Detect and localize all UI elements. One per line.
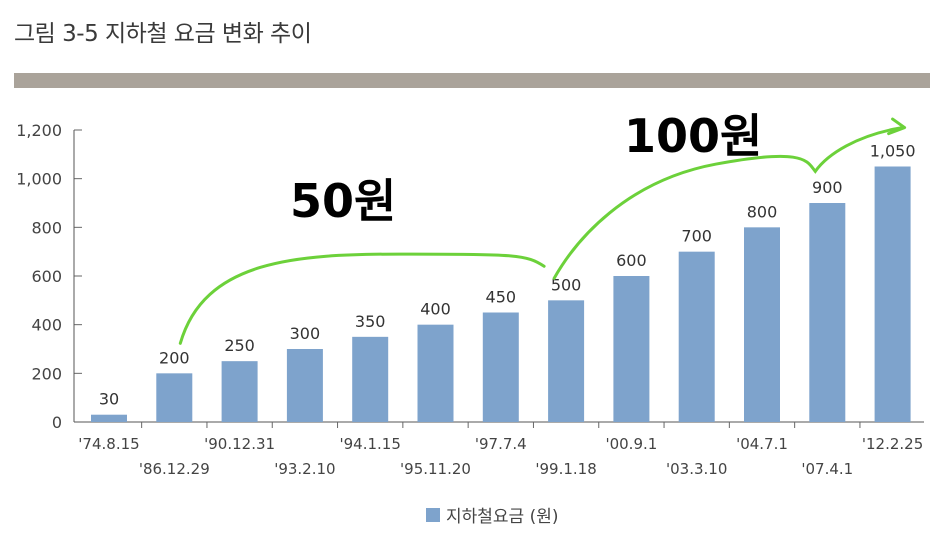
arrow-100won bbox=[552, 126, 905, 280]
data-label: 900 bbox=[812, 178, 843, 197]
x-tick-label: '07.4.1 bbox=[801, 460, 853, 478]
x-tick-label: '90.12.31 bbox=[204, 435, 275, 453]
x-tick-label: '97.7.4 bbox=[475, 435, 527, 453]
annotation-50won: 50원 bbox=[290, 174, 397, 228]
data-label: 200 bbox=[159, 348, 190, 367]
data-label: 400 bbox=[420, 300, 451, 319]
bar bbox=[286, 349, 323, 422]
legend: 지하철요금 (원) bbox=[426, 502, 559, 527]
x-tick-label: '03.3.10 bbox=[666, 460, 727, 478]
y-tick-label: 1,000 bbox=[16, 170, 62, 189]
data-label: 800 bbox=[747, 202, 778, 221]
bar bbox=[874, 166, 911, 422]
bar bbox=[482, 312, 519, 422]
bar bbox=[809, 203, 846, 422]
data-label: 300 bbox=[290, 324, 321, 343]
chart-title: 그림 3-5 지하철 요금 변화 추이 bbox=[14, 21, 312, 47]
x-tick-label: '99.1.18 bbox=[535, 460, 596, 478]
arrowhead-100won bbox=[887, 117, 907, 136]
y-tick-label: 600 bbox=[31, 267, 62, 286]
data-label: 250 bbox=[224, 336, 255, 355]
data-label: 30 bbox=[99, 390, 119, 409]
x-tick-label: '74.8.15 bbox=[78, 435, 139, 453]
header-band bbox=[14, 73, 930, 88]
bar bbox=[91, 414, 127, 422]
y-tick-label: 0 bbox=[52, 413, 62, 432]
data-label: 450 bbox=[486, 288, 517, 307]
bar bbox=[744, 227, 780, 422]
data-label: 700 bbox=[681, 227, 712, 246]
legend-label: 지하철요금 (원) bbox=[446, 507, 559, 527]
x-tick-label: '00.9.1 bbox=[605, 435, 657, 453]
data-label: 1,050 bbox=[870, 142, 916, 161]
x-tick-label: '93.2.10 bbox=[274, 460, 335, 478]
x-tick-label: '86.12.29 bbox=[139, 460, 210, 478]
bar bbox=[221, 361, 258, 422]
y-tick-label: 200 bbox=[31, 364, 62, 383]
y-tick-label: 800 bbox=[31, 218, 62, 237]
x-tick-label: '94.1.15 bbox=[340, 435, 401, 453]
bar bbox=[678, 251, 715, 422]
data-label: 600 bbox=[616, 251, 647, 270]
x-tick-label: '12.2.25 bbox=[862, 435, 923, 453]
x-tick-label: '04.7.1 bbox=[736, 435, 788, 453]
bar bbox=[613, 276, 650, 422]
legend-swatch bbox=[426, 507, 440, 522]
arrow-50won bbox=[178, 252, 546, 345]
annotation-100won: 100원 bbox=[624, 109, 763, 163]
data-label: 350 bbox=[355, 312, 386, 331]
bar bbox=[548, 300, 585, 422]
bar bbox=[352, 336, 389, 422]
data-label: 500 bbox=[551, 275, 582, 294]
bar bbox=[156, 373, 193, 422]
x-tick-label: '95.11.20 bbox=[400, 460, 471, 478]
y-tick-label: 400 bbox=[31, 316, 62, 335]
bar bbox=[417, 324, 454, 422]
y-tick-label: 1,200 bbox=[16, 121, 62, 140]
